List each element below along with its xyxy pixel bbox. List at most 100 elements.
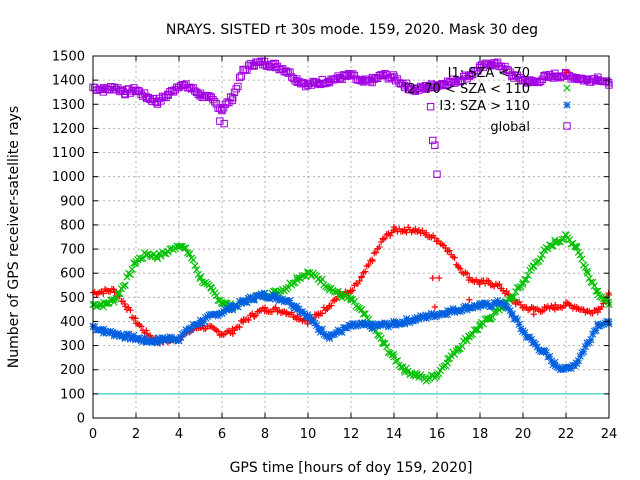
data-point [474,326,482,334]
data-point [479,302,488,310]
y-tick-label: 1000 [52,170,85,185]
data-point [433,310,441,318]
data-point [121,334,129,342]
data-point [365,261,372,269]
data-point [246,293,254,301]
data-point [189,256,197,264]
data-point [97,85,106,93]
data-point [538,251,546,259]
y-tick-label: 1300 [52,98,85,113]
data-point [180,244,188,252]
data-point [451,254,458,261]
y-tick-label: 1500 [52,50,85,65]
legend-marker [563,84,571,92]
data-point [260,289,269,297]
data-point [446,247,453,254]
data-point [553,363,561,371]
x-tick-label: 8 [261,427,269,442]
data-point [475,322,484,330]
data-point [354,303,362,312]
data-point [325,334,334,343]
y-tick-label: 200 [60,363,85,378]
data-point [408,316,416,325]
data-point [581,343,589,351]
data-point [418,313,426,321]
data-point [508,310,516,318]
data-point [578,255,586,263]
data-point [401,320,409,328]
data-point [243,299,251,307]
data-point [377,334,385,342]
data-point [182,244,190,252]
data-point [576,352,584,360]
data-point [469,304,477,312]
data-point [381,319,389,327]
data-point [490,308,498,316]
data-point [501,300,509,308]
y-tick-label: 0 [77,412,85,427]
outlier-point [220,119,228,128]
data-point [573,359,581,368]
data-point [264,294,273,302]
data-point [196,273,205,281]
data-point [573,244,581,252]
data-point [338,328,346,336]
data-point [551,358,559,366]
data-point [369,257,376,265]
data-point [583,269,592,277]
data-point [349,287,356,294]
data-point [592,287,600,295]
data-point [175,337,183,345]
data-point [445,308,454,316]
legend-label-i2: I2: 70 < SZA < 110 [404,82,530,97]
data-point [567,240,575,248]
data-point [392,321,400,329]
data-point [521,276,529,284]
data-point [370,322,378,330]
x-tick-label: 10 [300,427,317,442]
data-point [279,295,287,303]
data-point [146,338,154,346]
outlier-point [431,141,439,149]
data-point [126,270,135,279]
data-point [328,302,335,309]
data-point [277,296,285,304]
data-point [212,291,221,300]
data-point [372,249,380,256]
data-point [234,82,242,91]
data-point [187,324,196,332]
data-point [153,339,162,347]
data-point [128,265,136,273]
data-point [160,249,169,257]
data-point [125,330,133,338]
data-point [110,298,118,306]
data-point [377,71,385,79]
x-tick-label: 16 [429,427,446,442]
data-point [381,234,389,242]
outlier-point [431,303,439,311]
outlier-point [429,136,437,145]
y-tick-label: 800 [60,218,85,233]
data-point [458,307,466,315]
data-point [515,320,523,329]
data-point [488,302,497,310]
data-point [356,277,363,285]
data-point [345,69,353,78]
data-point [481,299,489,307]
data-point [583,267,591,275]
data-point [376,243,383,251]
outlier-point [530,311,537,318]
data-point [250,295,258,303]
data-point [191,262,199,270]
data-point [420,314,428,322]
data-point [157,337,165,345]
data-point [91,323,99,331]
data-point [598,321,606,329]
outlier-point [426,102,435,111]
data-point [564,364,572,372]
data-point [361,268,369,275]
data-point [232,85,240,93]
data-point [393,356,402,365]
x-tick-layer: 0 2 4 6 8 10 12 14 16 18 20 22 24 [89,56,617,442]
data-point [570,242,579,251]
